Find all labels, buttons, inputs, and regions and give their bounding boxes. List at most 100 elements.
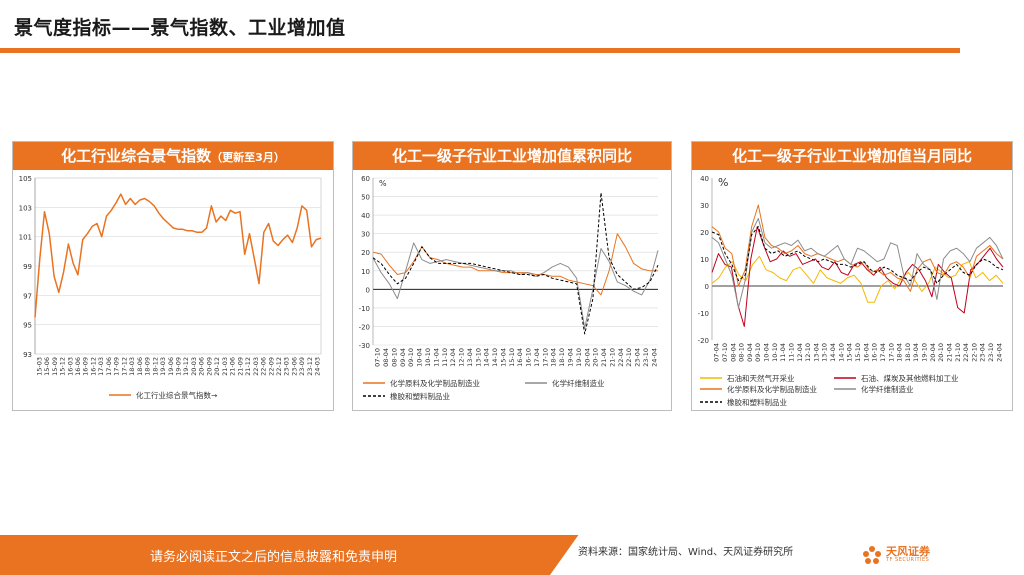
x-tick-label: 14-04	[483, 348, 491, 367]
series-line	[711, 204, 1004, 292]
x-tick-label: 21-03	[221, 357, 229, 376]
x-tick-label: 17-10	[887, 343, 895, 362]
x-tick-label: 15-10	[508, 348, 516, 367]
x-tick-label: 20-10	[592, 348, 600, 367]
panel-monthly-yoy: 化工一级子行业工业增加值当月同比 40 30 20 10 0 -10 -20% 07-04 07…	[691, 141, 1013, 411]
y-tick-label: 30	[700, 202, 709, 210]
x-tick-label: 11-10	[441, 348, 449, 367]
x-tick-label: 23-12	[306, 357, 314, 376]
x-tick-label: 07-10	[721, 343, 729, 362]
disclaimer-text: 请务必阅读正文之后的信息披露和免责申明	[150, 550, 398, 565]
x-tick-label: 23-04	[634, 348, 642, 367]
x-tick-label: 17-10	[541, 348, 549, 367]
y-tick-label: 103	[19, 204, 32, 212]
y-tick-label: 105	[19, 175, 32, 183]
x-tick-label: 22-04	[962, 343, 970, 362]
x-tick-label: 18-09	[144, 357, 152, 376]
series-line	[711, 226, 1004, 327]
x-tick-label: 22-12	[275, 357, 283, 376]
legend-label: 化工行业综合景气指数→	[136, 390, 217, 400]
x-tick-label: 16-09	[82, 357, 90, 376]
legend-label: 化学原料及化学制品制造业	[390, 378, 480, 388]
x-tick-label: 16-10	[525, 348, 533, 367]
x-tick-label: 18-06	[136, 357, 144, 376]
x-tick-label: 19-10	[921, 343, 929, 362]
x-tick-label: 11-10	[787, 343, 795, 362]
y-tick-label: 0	[366, 286, 370, 294]
plot-area	[373, 178, 658, 345]
x-tick-label: 23-04	[979, 343, 987, 362]
x-tick-label: 16-06	[74, 357, 82, 376]
y-tick-label: 93	[23, 351, 32, 359]
y-tick-label: 99	[23, 263, 32, 271]
x-tick-label: 18-10	[904, 343, 912, 362]
x-tick-label: 20-03	[190, 357, 198, 376]
x-tick-label: 08-10	[390, 348, 398, 367]
x-tick-label: 15-04	[499, 348, 507, 367]
x-tick-label: 12-10	[804, 343, 812, 362]
x-tick-label: 13-04	[812, 343, 820, 362]
y-tick-label: 10	[361, 268, 370, 276]
series-line	[372, 233, 658, 296]
x-tick-label: 13-04	[466, 348, 474, 367]
x-tick-label: 14-10	[491, 348, 499, 367]
x-tick-label: 23-06	[290, 357, 298, 376]
series-line	[711, 255, 1004, 303]
x-tick-label: 21-12	[244, 357, 252, 376]
x-tick-label: 10-04	[416, 348, 424, 367]
x-tick-label: 16-03	[66, 357, 74, 376]
x-tick-label: 22-09	[267, 357, 275, 376]
y-unit-label: %	[718, 176, 728, 189]
x-tick-label: 22-03	[252, 357, 260, 376]
x-tick-label: 09-04	[746, 343, 754, 362]
x-tick-label: 18-10	[558, 348, 566, 367]
x-tick-label: 11-04	[432, 348, 440, 367]
x-tick-label: 16-04	[862, 343, 870, 362]
x-tick-label: 16-10	[871, 343, 879, 362]
x-tick-label: 09-10	[754, 343, 762, 362]
x-tick-label: 23-03	[283, 357, 291, 376]
x-tick-label: 20-12	[213, 357, 221, 376]
x-tick-label: 13-10	[474, 348, 482, 367]
x-tick-label: 23-10	[642, 348, 650, 367]
x-tick-label: 11-04	[779, 343, 787, 362]
x-tick-label: 16-12	[89, 357, 97, 376]
monthly-yoy-chart: 40 30 20 10 0 -10 -20% 07-04 07-10 08-04 08-10 09-0…	[698, 175, 1004, 407]
legend-label: 化学纤维制造业	[861, 384, 914, 394]
x-tick-label: 08-04	[729, 343, 737, 362]
x-tick-label: 23-10	[987, 343, 995, 362]
x-tick-label: 15-03	[35, 357, 43, 376]
x-tick-label: 15-09	[51, 357, 59, 376]
legend-label: 石油和天然气开采业	[727, 373, 795, 383]
x-tick-label: 21-04	[600, 348, 608, 367]
x-tick-label: 08-04	[382, 348, 390, 367]
x-tick-label: 23-09	[298, 357, 306, 376]
x-tick-label: 14-04	[829, 343, 837, 362]
x-tick-label: 09-10	[407, 348, 415, 367]
x-tick-label: 24-04	[995, 343, 1003, 362]
y-tick-label: 50	[361, 194, 370, 202]
x-tick-label: 22-06	[260, 357, 268, 376]
series-line	[372, 192, 659, 335]
panel-header: 化工一级子行业工业增加值当月同比	[692, 142, 1012, 170]
y-tick-label: 20	[361, 249, 370, 257]
series-line	[711, 226, 1004, 284]
y-tick-label: 20	[700, 229, 709, 237]
x-tick-label: 21-06	[229, 357, 237, 376]
title-underline-bar	[0, 48, 960, 53]
x-tick-label: 13-10	[821, 343, 829, 362]
y-tick-label: 97	[23, 292, 32, 300]
y-tick-label: 101	[19, 234, 32, 242]
x-tick-label: 17-12	[120, 357, 128, 376]
panel-prosperity-index: 化工行业综合景气指数（更新至3月） 105 103 101 99 97 95 93 15-03…	[12, 141, 334, 411]
x-tick-label: 24-03	[314, 357, 322, 376]
x-tick-label: 12-10	[458, 348, 466, 367]
panel-header: 化工行业综合景气指数（更新至3月）	[13, 142, 333, 170]
logo-subtext: TF SECURITIES	[886, 557, 930, 563]
series-line	[711, 218, 1004, 309]
legend-label: 石油、煤炭及其他燃料加工业	[861, 373, 959, 383]
x-tick-label: 21-10	[608, 348, 616, 367]
x-tick-label: 19-12	[182, 357, 190, 376]
x-tick-label: 22-10	[970, 343, 978, 362]
chart-title: 化工一级子行业工业增加值累积同比	[391, 147, 632, 165]
